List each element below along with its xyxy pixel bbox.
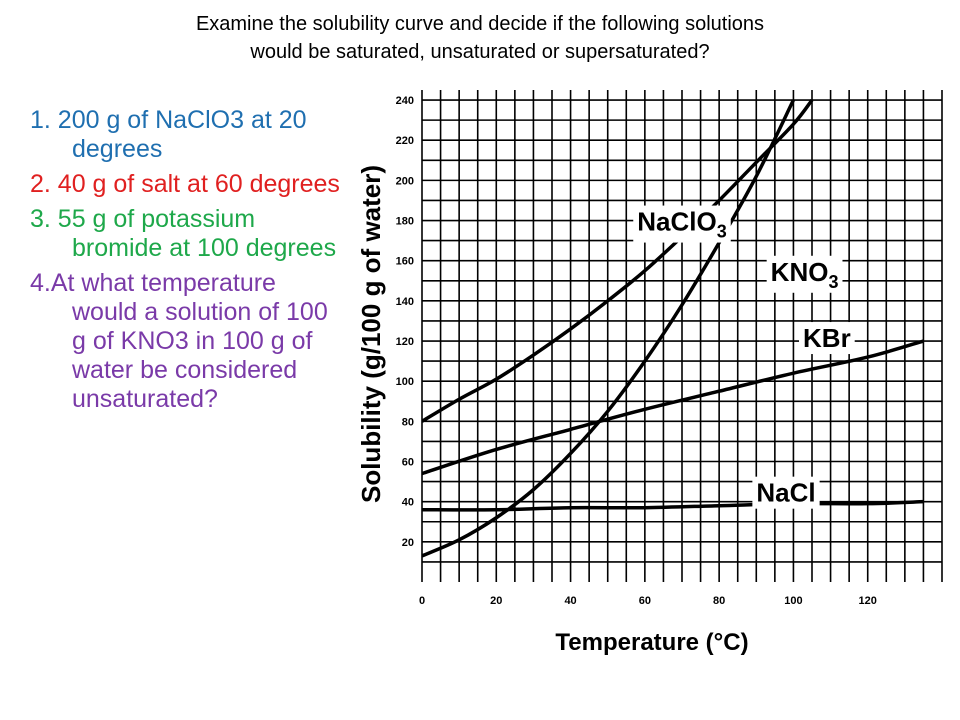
y-tick-label: 60 — [402, 457, 414, 469]
solubility-chart: 0 20 40 60 80 100 120 20 40 60 80 100 120 140 160 180 20… — [342, 82, 947, 662]
series-line-nacl — [422, 499, 924, 512]
series-label-naclo3: NaClO3 — [633, 205, 731, 243]
series-line-naclo3 — [422, 98, 814, 423]
series-label-kno3: KNO3 — [766, 255, 843, 293]
x-tick-label: 20 — [490, 595, 502, 607]
question-3: 3. 55 g of potassium bromide at 100 degr… — [30, 205, 337, 262]
y-tick-label: 120 — [396, 336, 414, 348]
y-tick-label: 100 — [396, 376, 414, 388]
chart-tick-labels: 0 20 40 60 80 100 120 20 40 60 80 100 120 140 160 180 20… — [396, 95, 877, 607]
x-tick-label: 80 — [713, 595, 725, 607]
x-tick-label: 0 — [419, 595, 425, 607]
x-tick-label: 120 — [859, 595, 877, 607]
y-tick-label: 240 — [396, 95, 414, 107]
series-label-nacl: NaCl — [752, 476, 820, 509]
question-list: 1. 200 g of NaClO3 at 20 degrees 2. 40 g… — [30, 106, 345, 420]
series-label-kbr: KBr — [799, 322, 855, 355]
y-tick-label: 180 — [396, 216, 414, 228]
chart-series-labels: NaClO3 KNO3 KBr NaCl — [633, 205, 855, 509]
svg-text:NaClO3: NaClO3 — [637, 207, 726, 242]
y-tick-label: 140 — [396, 296, 414, 308]
question-1: 1. 200 g of NaClO3 at 20 degrees — [30, 106, 307, 163]
y-tick-label: 160 — [396, 256, 414, 268]
y-tick-label: 200 — [396, 175, 414, 187]
y-tick-label: 220 — [396, 135, 414, 147]
question-4: 4.At what temperature would a solution o… — [30, 269, 328, 413]
y-tick-label: 20 — [402, 537, 414, 549]
question-2: 2. 40 g of salt at 60 degrees — [30, 170, 340, 198]
x-tick-label: 60 — [639, 595, 651, 607]
series-line-kno3 — [422, 99, 796, 558]
svg-text:KNO3: KNO3 — [771, 257, 839, 292]
y-tick-label: 80 — [402, 416, 414, 428]
y-axis-label: Solubility (g/100 g of water) — [356, 165, 386, 503]
series-line-kbr — [422, 339, 924, 476]
instructions-line-2: would be saturated, unsaturated or super… — [250, 41, 710, 63]
x-tick-label: 100 — [784, 595, 802, 607]
x-axis-label: Temperature (°C) — [555, 629, 748, 656]
instructions-line-1: Examine the solubility curve and decide … — [195, 13, 765, 35]
y-tick-label: 40 — [402, 497, 414, 509]
x-tick-label: 40 — [564, 595, 576, 607]
instructions-header: Examine the solubility curve and decide … — [60, 10, 900, 66]
chart-curves — [422, 98, 924, 558]
svg-text:KBr: KBr — [803, 323, 851, 353]
svg-text:NaCl: NaCl — [756, 478, 815, 508]
